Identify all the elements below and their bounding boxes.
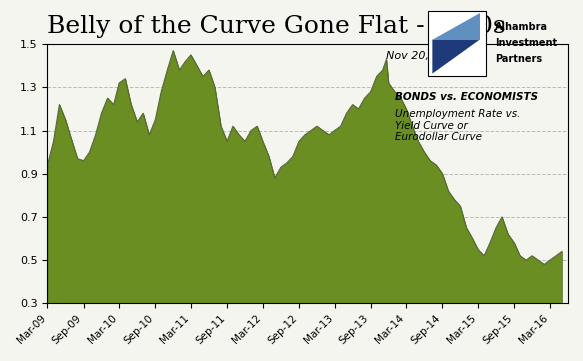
- Text: Unemployment Rate vs.
Yield Curve or
Eurodollar Curve: Unemployment Rate vs. Yield Curve or Eur…: [395, 109, 520, 142]
- Text: Alhambra: Alhambra: [496, 22, 549, 32]
- Text: Nov 20, 2013: Nov 20, 2013: [387, 51, 461, 61]
- Text: BONDS vs. ECONOMISTS: BONDS vs. ECONOMISTS: [395, 92, 538, 102]
- Text: Belly of the Curve Gone Flat - 5s10s: Belly of the Curve Gone Flat - 5s10s: [47, 15, 506, 38]
- Polygon shape: [433, 13, 480, 40]
- Text: Investment: Investment: [496, 38, 557, 48]
- Polygon shape: [433, 40, 480, 74]
- Text: Partners: Partners: [496, 54, 542, 64]
- Polygon shape: [427, 11, 486, 76]
